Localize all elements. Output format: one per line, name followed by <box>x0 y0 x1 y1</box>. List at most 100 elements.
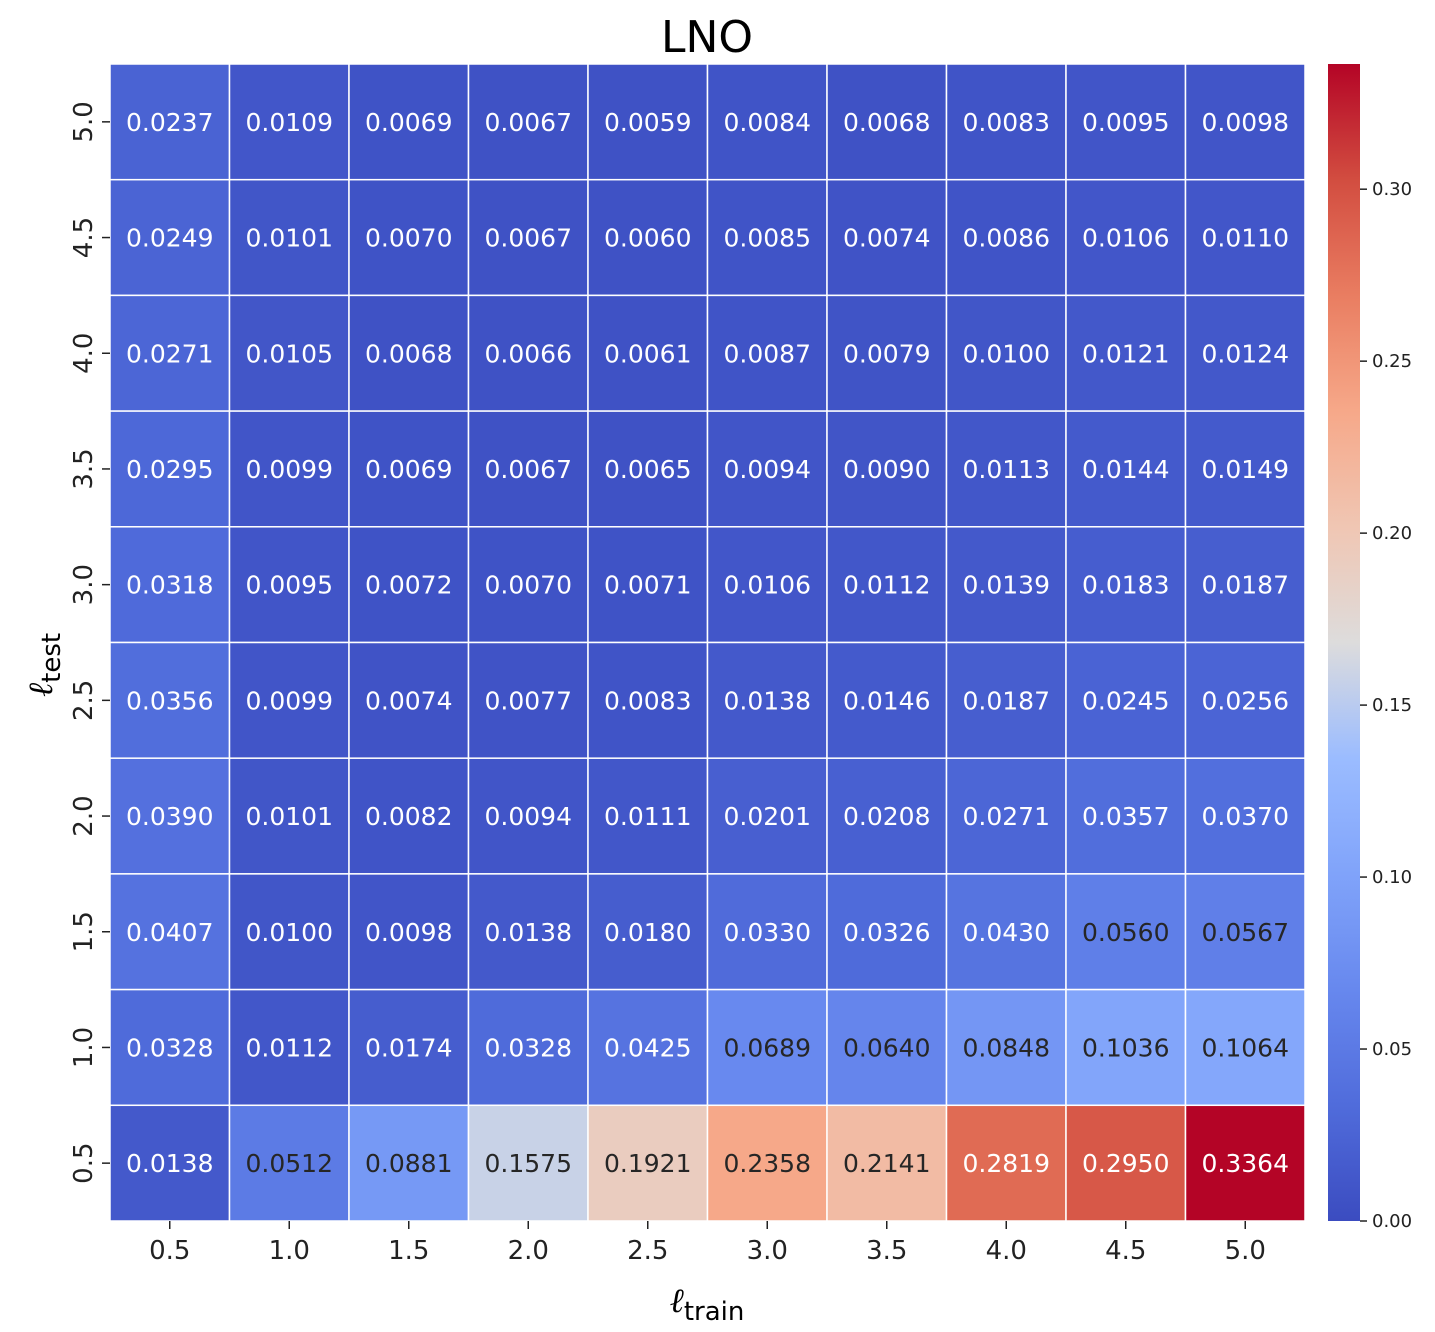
cell-value-label: 0.0208 <box>843 802 930 831</box>
heatmap-cell <box>348 63 470 181</box>
cell-value-label: 0.0425 <box>604 1033 691 1062</box>
heatmap-cell <box>706 873 828 991</box>
cell-value-label: 0.0095 <box>246 571 333 600</box>
cell-value-label: 0.0074 <box>365 686 452 715</box>
cell-value-label: 0.0065 <box>604 455 691 484</box>
heatmap-cell <box>945 63 1067 181</box>
y-tick-label: 3.5 <box>69 448 99 489</box>
heatmap-cell <box>826 410 948 528</box>
cell-value-label: 0.0295 <box>126 455 213 484</box>
cell-value-label: 0.0067 <box>485 108 572 137</box>
cell-value-label: 0.0139 <box>963 571 1050 600</box>
heatmap-cell <box>706 410 828 528</box>
cell-value-label: 0.0174 <box>365 1033 452 1062</box>
heatmap-cell <box>109 757 231 875</box>
heatmap-cell <box>706 757 828 875</box>
cell-value-label: 0.0370 <box>1202 802 1289 831</box>
y-tick-label: 4.5 <box>69 217 99 258</box>
cell-value-label: 0.0069 <box>365 455 452 484</box>
cell-value-label: 0.0245 <box>1082 686 1169 715</box>
cell-value-label: 0.0086 <box>963 224 1050 253</box>
cell-value-label: 0.0356 <box>126 686 213 715</box>
cell-value-label: 0.0271 <box>963 802 1050 831</box>
heatmap-cell <box>1184 757 1306 875</box>
cell-value-label: 0.0407 <box>126 918 213 947</box>
cell-value-label: 0.0090 <box>843 455 930 484</box>
cell-value-label: 0.1921 <box>604 1149 691 1178</box>
chart-title: LNO <box>661 12 753 63</box>
x-axis-ticks: 0.5 1.0 1.5 2.0 2.5 3.0 3.5 4.0 4.5 5.0 <box>149 1221 1266 1266</box>
heatmap-cell <box>1065 294 1187 412</box>
cell-value-label: 0.0146 <box>843 686 930 715</box>
cell-value-label: 0.0881 <box>365 1149 452 1178</box>
cell-value-label: 0.0061 <box>604 339 691 368</box>
heatmap-cell <box>467 63 589 181</box>
y-tick-label: 2.5 <box>69 680 99 721</box>
cell-value-label: 0.0390 <box>126 802 213 831</box>
cell-value-label: 0.0100 <box>963 339 1050 368</box>
heatmap-cell <box>587 526 709 644</box>
heatmap-cell <box>1065 988 1187 1107</box>
heatmap-cell <box>467 988 589 1107</box>
y-axis-ticks: 5.0 4.5 4.0 3.5 3.0 2.5 2.0 1.5 1.0 0.5 <box>69 101 110 1184</box>
cell-value-label: 0.0330 <box>724 918 811 947</box>
cell-value-label: 0.0069 <box>365 108 452 137</box>
heatmap-cell <box>1184 873 1306 991</box>
heatmap-cell <box>826 1104 948 1222</box>
x-tick-label: 4.5 <box>1105 1236 1146 1266</box>
x-tick-label: 2.5 <box>627 1236 668 1266</box>
axis-label-subscript: train <box>684 1297 745 1327</box>
cell-value-label: 0.0083 <box>604 686 691 715</box>
cell-value-label: 0.0101 <box>246 224 333 253</box>
cell-value-label: 0.0087 <box>724 339 811 368</box>
heatmap-cell <box>228 294 350 412</box>
cell-value-label: 0.0567 <box>1202 918 1289 947</box>
cell-value-label: 0.0357 <box>1082 802 1169 831</box>
x-tick-label: 2.0 <box>508 1236 549 1266</box>
heatmap-cell <box>587 410 709 528</box>
heatmap-cell <box>1184 1104 1306 1222</box>
heatmap-cell <box>826 757 948 875</box>
heatmap-cell <box>587 873 709 991</box>
y-tick-label: 1.0 <box>69 1027 99 1068</box>
colorbar-tick-label: 0.00 <box>1372 1211 1412 1232</box>
heatmap-cell <box>945 294 1067 412</box>
x-tick-label: 1.0 <box>269 1236 310 1266</box>
y-tick-label: 1.5 <box>69 911 99 952</box>
heatmap-cell <box>467 757 589 875</box>
y-tick-label: 3.0 <box>69 564 99 605</box>
colorbar-tick-label: 0.30 <box>1372 179 1412 200</box>
heatmap-cell <box>1184 526 1306 644</box>
cell-value-label: 0.0071 <box>604 571 691 600</box>
cell-value-label: 0.0072 <box>365 571 452 600</box>
cell-value-label: 0.0059 <box>604 108 691 137</box>
heatmap-cell <box>109 1104 231 1222</box>
heatmap-cell <box>228 988 350 1107</box>
cell-value-label: 0.0083 <box>963 108 1050 137</box>
heatmap-cells: 0.0237 0.0109 0.0069 0.0067 0.0059 0.0084 0.00… <box>109 63 1306 1222</box>
x-tick-label: 3.0 <box>747 1236 788 1266</box>
heatmap-cell <box>945 178 1067 297</box>
heatmap-cell <box>1184 178 1306 297</box>
cell-value-label: 0.0180 <box>604 918 691 947</box>
cell-value-label: 0.0256 <box>1202 686 1289 715</box>
cell-value-label: 0.0112 <box>246 1033 333 1062</box>
colorbar-tick-label: 0.20 <box>1372 523 1412 544</box>
heatmap-cell <box>1065 178 1187 297</box>
cell-value-label: 0.0201 <box>724 802 811 831</box>
cell-value-label: 0.0328 <box>485 1033 572 1062</box>
heatmap-cell <box>228 178 350 297</box>
cell-value-label: 0.2358 <box>724 1149 811 1178</box>
heatmap-cell <box>945 526 1067 644</box>
heatmap-cell <box>228 1104 350 1222</box>
x-tick-label: 4.0 <box>986 1236 1027 1266</box>
heatmap-cell <box>826 526 948 644</box>
x-axis-label: ℓtrain <box>670 1281 745 1327</box>
heatmap-cell <box>348 526 470 644</box>
cell-value-label: 0.1036 <box>1082 1033 1169 1062</box>
cell-value-label: 0.0098 <box>365 918 452 947</box>
cell-value-label: 0.0328 <box>126 1033 213 1062</box>
cell-value-label: 0.0138 <box>126 1149 213 1178</box>
heatmap-cell <box>467 641 589 759</box>
heatmap-cell <box>348 641 470 759</box>
